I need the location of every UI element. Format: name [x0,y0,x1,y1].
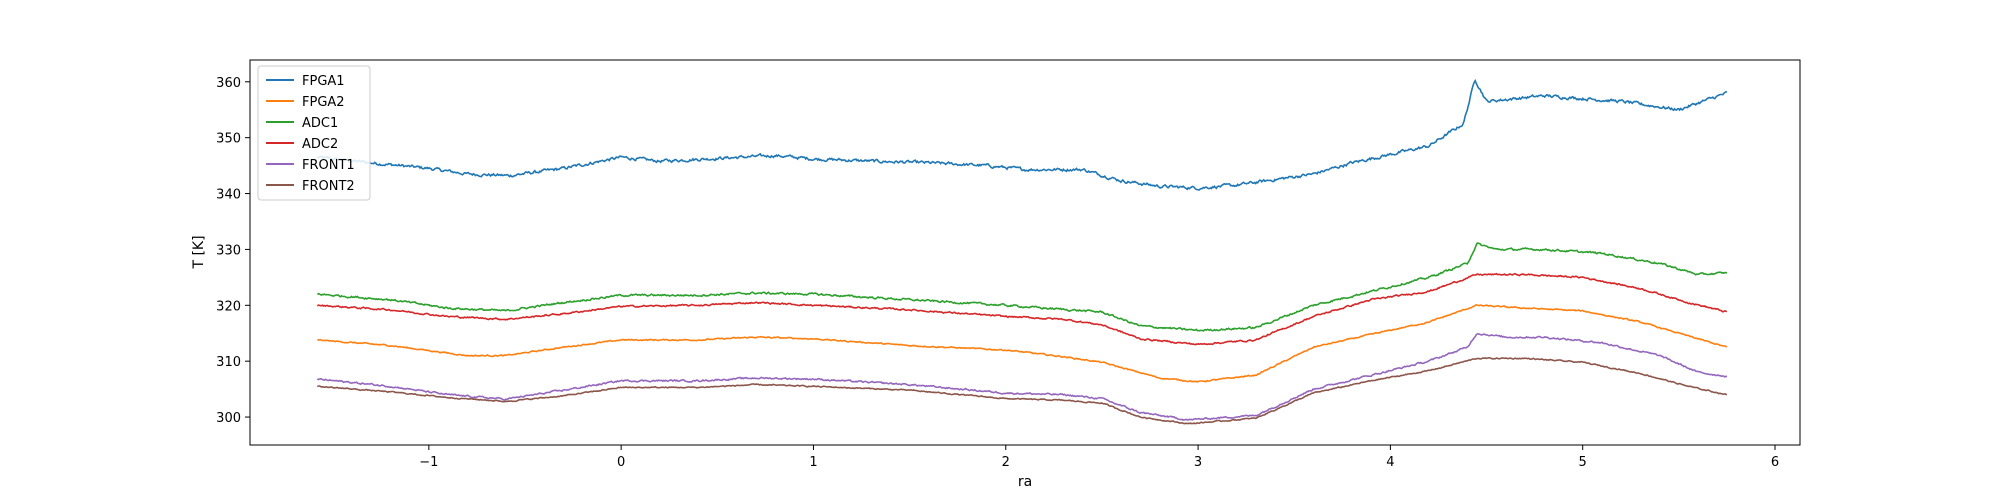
series-line-adc1 [317,242,1728,332]
y-tick-label: 300 [216,411,241,426]
series-line-front2 [317,356,1728,425]
x-axis-label: ra [1018,474,1032,490]
y-axis-label: T [K] [191,235,207,269]
x-axis: −1 0 1 2 3 4 5 6 [419,445,1779,470]
legend-label: FPGA1 [302,74,345,89]
legend-label: ADC1 [302,116,338,131]
plot-frame [249,59,1801,446]
legend-label: FPGA2 [302,95,345,110]
legend-label: ADC2 [302,137,338,152]
x-tick-label: 0 [617,455,625,470]
x-tick-label: 2 [1002,455,1010,470]
y-tick-label: 330 [216,243,241,258]
series-line-fpga1 [316,78,1728,191]
y-tick-label: 340 [216,188,241,203]
legend: FPGA1 FPGA2 ADC1 ADC2 FRONT1 FRONT2 [257,65,371,201]
x-tick-label: 3 [1194,455,1202,470]
legend-box [257,65,371,201]
series-line-fpga2 [317,304,1728,383]
y-tick-label: 320 [216,299,241,314]
x-tick-label: 6 [1771,455,1779,470]
y-axis: 300 310 320 330 340 350 360 [216,76,250,426]
plot-lines [316,78,1728,425]
y-tick-label: 350 [216,132,241,147]
x-tick-label: 4 [1386,455,1394,470]
y-tick-label: 310 [216,355,241,370]
y-tick-label: 360 [216,76,241,91]
x-tick-label: 5 [1579,455,1587,470]
legend-label: FRONT2 [302,179,355,194]
x-tick-label: 1 [809,455,817,470]
legend-label: FRONT1 [302,158,355,173]
x-tick-label: −1 [419,455,438,470]
series-line-adc2 [316,272,1728,346]
series-line-front1 [316,332,1728,421]
